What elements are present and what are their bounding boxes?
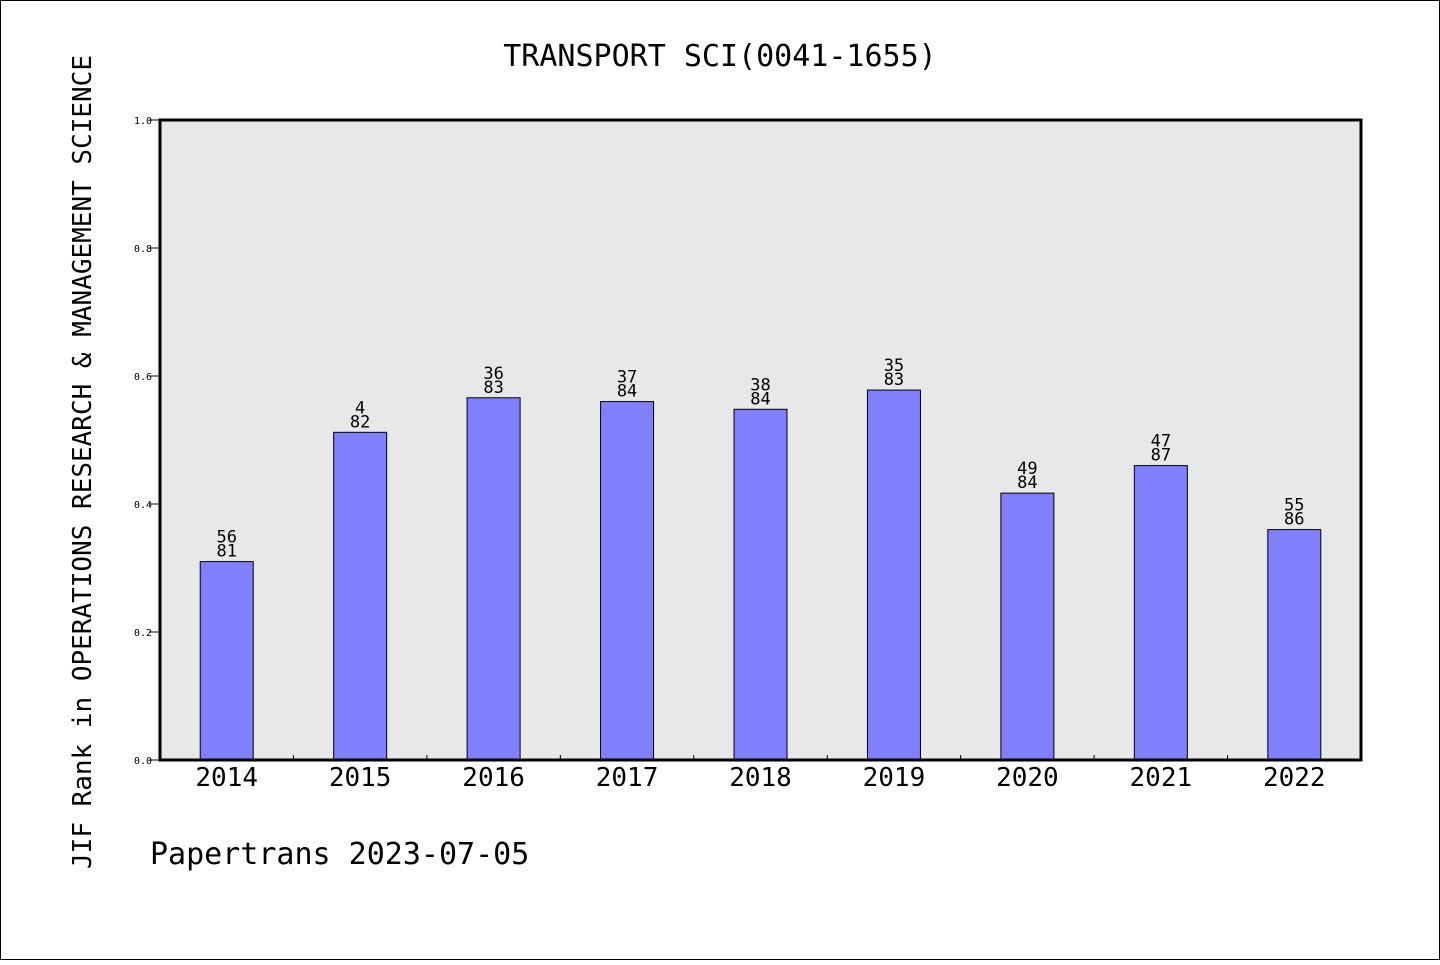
bar-label-total: 87 <box>1151 446 1171 466</box>
bar-label-total: 84 <box>617 382 637 402</box>
bar <box>199 561 254 761</box>
x-axis: 2014 2015 2016 2017 2018 2019 2020 2021 2022 <box>195 755 1326 793</box>
footer-credit: Papertrans 2023-07-05 <box>150 837 529 872</box>
bar-label-rank: 37 <box>617 368 637 388</box>
x-tick-label: 2017 <box>596 763 659 793</box>
x-tick-label: 2015 <box>329 763 392 793</box>
y-tick-label: 0.4 <box>134 500 152 511</box>
bar-label-rank: 4 <box>355 398 365 418</box>
x-tick-label: 2019 <box>863 763 926 793</box>
bar <box>1267 529 1322 761</box>
bar-label-rank: 55 <box>1284 496 1304 516</box>
x-tick-label: 2022 <box>1263 763 1326 793</box>
bars <box>199 389 1322 761</box>
bar-label-rank: 56 <box>216 528 236 548</box>
x-tick-label: 2021 <box>1130 763 1193 793</box>
y-axis-label: JIF Rank in OPERATIONS RESEARCH & MANAGE… <box>68 55 98 869</box>
bar-label-total: 84 <box>750 389 770 409</box>
y-axis: 0.0 0.2 0.4 0.6 0.8 1.0 <box>134 116 160 767</box>
x-tick-label: 2020 <box>996 763 1059 793</box>
plot-border <box>158 118 1363 762</box>
y-tick-label: 1.0 <box>134 116 152 127</box>
bar-label-total: 83 <box>483 378 503 398</box>
bar-label-total: 86 <box>1284 510 1304 530</box>
bar <box>1000 492 1055 761</box>
bar-label-rank: 35 <box>884 356 904 376</box>
bar <box>1133 465 1188 761</box>
y-tick-label: 0.0 <box>134 756 152 767</box>
bar-label-rank: 38 <box>750 375 770 395</box>
bar <box>466 397 521 761</box>
x-tick-label: 2018 <box>729 763 792 793</box>
bar <box>333 431 388 761</box>
y-tick-label: 0.6 <box>134 372 152 383</box>
bar-label-total: 84 <box>1017 473 1037 493</box>
y-tick-label: 0.8 <box>134 244 152 255</box>
chart-title: TRANSPORT SCI(0041-1655) <box>503 39 936 74</box>
bar-label-total: 81 <box>216 542 236 562</box>
y-tick-label: 0.2 <box>134 628 152 639</box>
bar <box>600 401 655 761</box>
bar-label-rank: 49 <box>1017 459 1037 479</box>
bar-label-total: 82 <box>350 412 370 432</box>
x-tick-label: 2014 <box>195 763 258 793</box>
bar <box>866 389 921 761</box>
x-tick-label: 2016 <box>462 763 525 793</box>
bar <box>733 408 788 761</box>
bar-label-total: 83 <box>884 370 904 390</box>
bar-label-rank: 47 <box>1151 432 1171 452</box>
bar-label-rank: 36 <box>483 364 503 384</box>
